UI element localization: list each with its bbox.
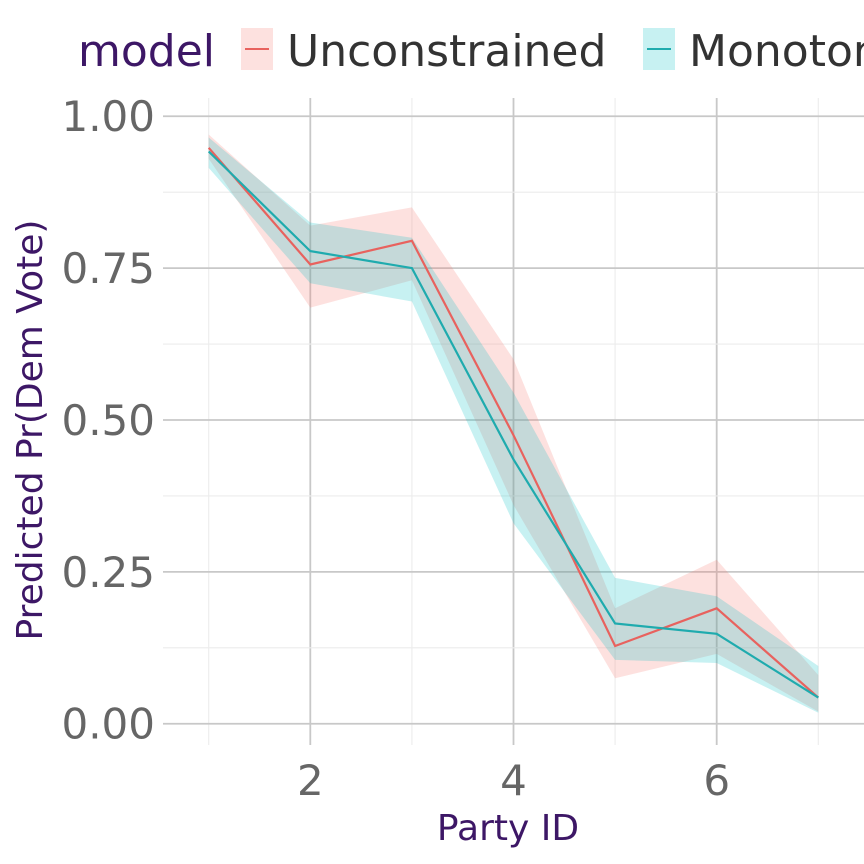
line-monotonic: [207, 150, 819, 699]
tick-labels: 2 4 6 0.00 0.25 0.50 0.75 1.00: [61, 92, 730, 805]
y-axis-title: Predicted Pr(Dem Vote): [10, 220, 51, 641]
x-axis-title: Party ID: [437, 808, 579, 849]
series-lines: [207, 147, 820, 699]
x-tick-label: 2: [297, 756, 324, 805]
legend-label-monotonic: Monotonic: [689, 26, 864, 77]
band-monotonic: [208, 137, 819, 713]
band-unconstrained: [208, 134, 819, 712]
confidence-bands: [208, 134, 819, 713]
y-tick-label: 0.75: [61, 244, 155, 293]
x-tick-label: 6: [703, 756, 730, 805]
line-unconstrained: [207, 147, 820, 699]
legend-label-unconstrained: Unconstrained: [287, 26, 606, 77]
y-tick-label: 0.00: [61, 700, 155, 749]
gridlines: [163, 98, 864, 745]
y-tick-label: 0.50: [61, 396, 155, 445]
x-tick-label: 4: [500, 756, 527, 805]
y-tick-label: 0.25: [61, 548, 155, 597]
legend: model Unconstrained Monotonic: [78, 26, 864, 77]
y-tick-label: 1.00: [61, 92, 155, 141]
legend-title: model: [78, 26, 215, 77]
